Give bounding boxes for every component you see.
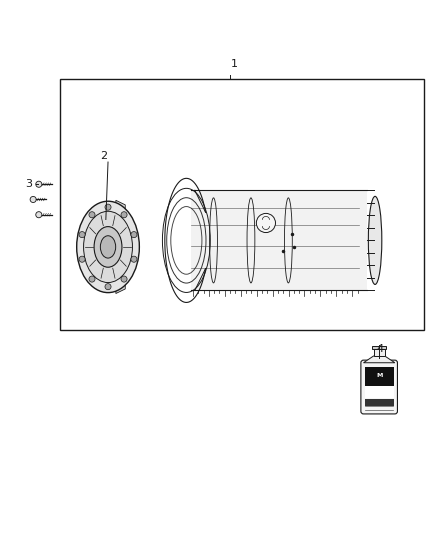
Bar (191, 190, 367, 290)
Ellipse shape (100, 236, 116, 258)
Circle shape (131, 231, 137, 238)
Ellipse shape (84, 211, 132, 282)
Circle shape (105, 204, 111, 210)
Text: 3: 3 (25, 179, 32, 189)
Text: 2: 2 (100, 150, 107, 160)
Ellipse shape (368, 196, 382, 285)
Circle shape (89, 276, 95, 282)
Circle shape (36, 181, 42, 187)
Circle shape (79, 231, 85, 238)
Bar (372, 346, 386, 349)
Bar (365, 386, 393, 398)
Circle shape (36, 212, 42, 218)
Text: 4: 4 (377, 344, 384, 354)
Circle shape (121, 212, 127, 218)
Bar (365, 367, 393, 386)
Circle shape (105, 284, 111, 290)
Circle shape (89, 212, 95, 218)
Circle shape (30, 197, 36, 203)
Ellipse shape (77, 201, 139, 293)
Bar (365, 399, 393, 406)
Polygon shape (364, 356, 395, 363)
Text: 1: 1 (231, 59, 238, 69)
FancyBboxPatch shape (361, 360, 397, 414)
Circle shape (79, 256, 85, 262)
Polygon shape (116, 200, 125, 294)
Bar (374, 349, 385, 356)
Text: M: M (376, 373, 382, 378)
Circle shape (121, 276, 127, 282)
Circle shape (256, 213, 276, 232)
Ellipse shape (94, 227, 122, 267)
Bar (60, 79, 424, 329)
Circle shape (131, 256, 137, 262)
